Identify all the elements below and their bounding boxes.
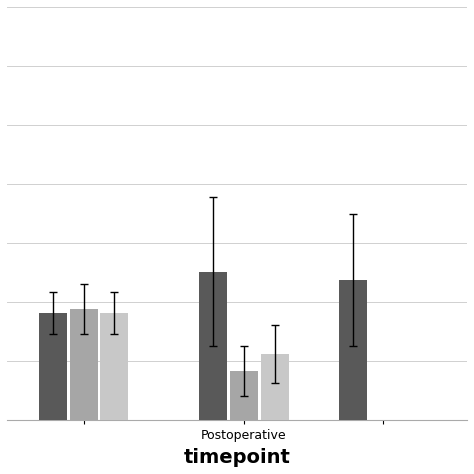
Bar [70, 309, 98, 420]
X-axis label: timepoint: timepoint [183, 448, 291, 467]
Bar [261, 354, 289, 420]
Bar [100, 313, 128, 420]
Bar [339, 280, 367, 420]
Bar [200, 272, 227, 420]
Bar [230, 371, 258, 420]
Bar [39, 313, 67, 420]
